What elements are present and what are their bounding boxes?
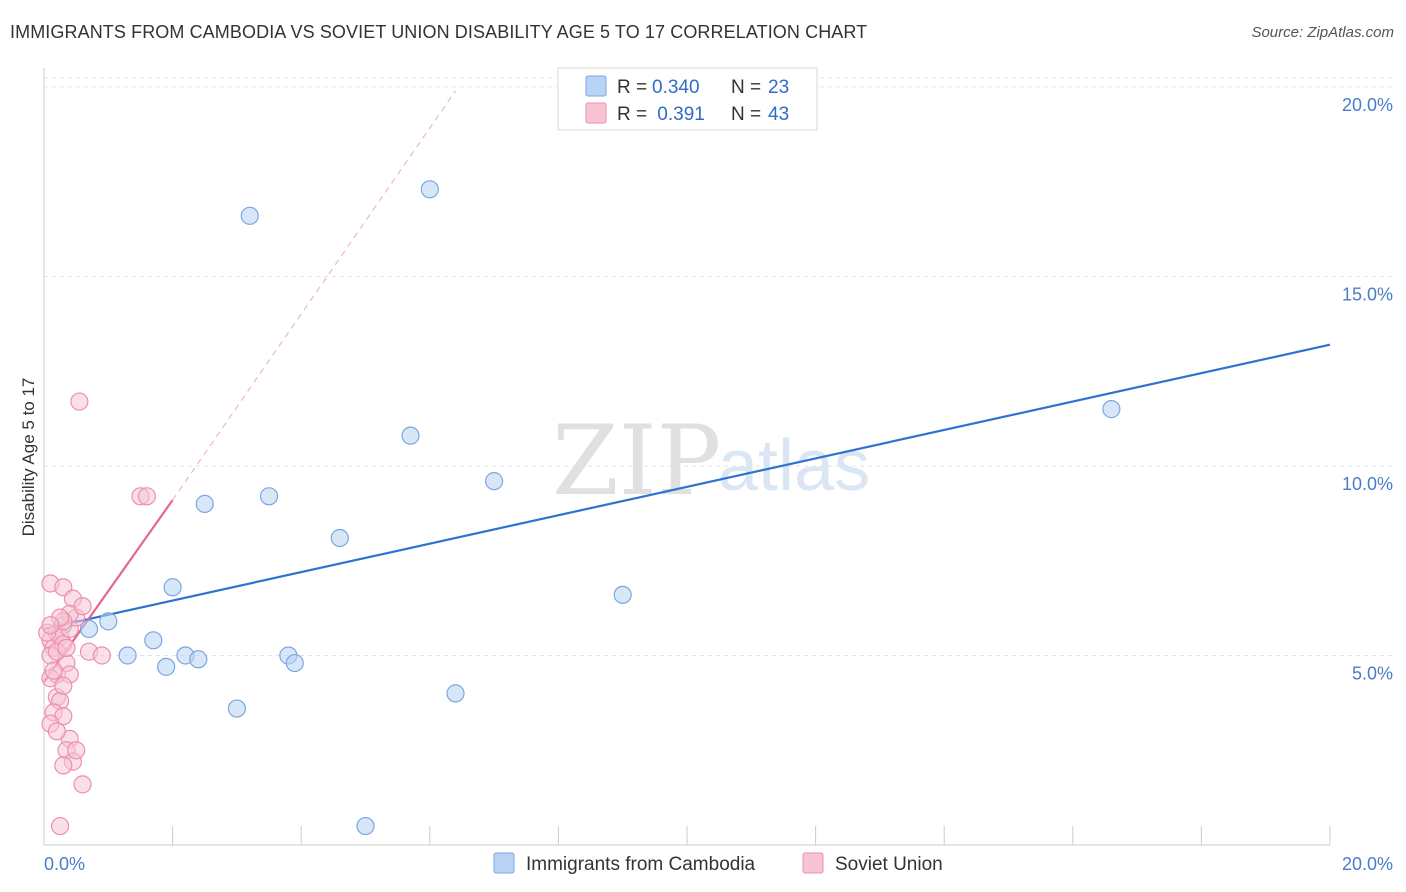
watermark: ZIP atlas [552, 405, 870, 517]
legend-r-label-soviet: R = [617, 104, 652, 125]
chart-title: IMMIGRANTS FROM CAMBODIA VS SOVIET UNION… [10, 22, 868, 42]
soviet-point-41 [67, 741, 86, 760]
trend-line-0 [43, 343, 1331, 631]
cambodia-point-7 [195, 494, 214, 513]
y-tick-label-1: 10.0% [1342, 474, 1393, 494]
soviet-point-36 [44, 661, 63, 680]
watermark-zip: ZIP [552, 405, 721, 517]
trend-extension-1 [172, 90, 457, 501]
source-label: Source: ZipAtlas.com [1251, 24, 1394, 41]
soviet-point-26 [50, 816, 70, 836]
soviet-point-14 [73, 597, 92, 616]
y-axis-title: Disability Age 5 to 17 [19, 378, 38, 537]
bottom-legend-label-soviet: Soviet Union [835, 854, 943, 875]
cambodia-point-17 [420, 180, 439, 199]
legend-r-label-cambodia: R = [617, 77, 652, 98]
y-tick-label-3: 20.0% [1342, 95, 1393, 115]
y-tick-label-2: 15.0% [1342, 284, 1393, 304]
legend-n-value-cambodia: 23 [768, 77, 789, 98]
bottom-legend-label-cambodia: Immigrants from Cambodia [526, 854, 756, 875]
cambodia-point-20 [613, 585, 632, 604]
soviet-point-29 [137, 487, 156, 506]
cambodia-point-15 [356, 816, 375, 836]
soviet-point-40 [47, 722, 66, 741]
cambodia-point-8 [189, 650, 208, 669]
legend-r-value-soviet: 0.391 [652, 104, 705, 125]
bottom-legend-swatch-cambodia [493, 852, 515, 874]
cambodia-point-18 [446, 684, 465, 703]
soviet-point-39 [41, 616, 60, 635]
cambodia-point-11 [259, 487, 279, 506]
cambodia-point-2 [118, 646, 137, 665]
grid-layer [44, 77, 1395, 656]
cambodia-point-10 [240, 206, 259, 225]
soviet-point-24 [54, 756, 73, 775]
legend-r-value-cambodia: 0.340 [652, 77, 700, 98]
legend-n-label-cambodia: N = [731, 77, 766, 98]
soviet-point-25 [73, 775, 92, 794]
trend-layer [43, 90, 1331, 683]
cambodia-point-0 [79, 619, 99, 639]
cambodia-point-6 [163, 578, 182, 597]
soviet-point-30 [92, 646, 111, 665]
cambodia-point-19 [485, 472, 504, 491]
x-tick-label-0: 0.0% [44, 854, 85, 874]
legend-swatch-cambodia [585, 75, 607, 97]
cambodia-point-3 [144, 631, 163, 650]
legend-swatch-soviet [585, 102, 607, 124]
cambodia-point-9 [227, 699, 246, 718]
points-layer [38, 180, 1121, 836]
y-tick-label-0: 5.0% [1352, 663, 1393, 683]
bottom-legend: Immigrants from Cambodia Soviet Union [493, 852, 943, 875]
legend-n-label-soviet: N = [731, 104, 766, 125]
cambodia-point-13 [285, 653, 304, 673]
cambodia-point-1 [99, 612, 118, 631]
legend-n-value-soviet: 43 [768, 104, 789, 125]
soviet-point-27 [70, 392, 89, 411]
watermark-atlas: atlas [718, 426, 870, 506]
soviet-point-35 [57, 638, 76, 658]
x-tick-label-1: 20.0% [1342, 854, 1393, 874]
bottom-legend-swatch-soviet [802, 852, 824, 874]
cambodia-point-21 [1102, 400, 1121, 419]
axes-layer: 5.0% 10.0% 15.0% 20.0% 0.0% 20.0% [43, 68, 1393, 874]
cambodia-point-4 [157, 657, 176, 676]
legend: R = 0.340 N = 23 R = 0.391 N = 43 [557, 67, 818, 131]
soviet-point-42 [54, 676, 73, 695]
cambodia-point-14 [330, 528, 349, 548]
cambodia-point-16 [401, 426, 420, 445]
